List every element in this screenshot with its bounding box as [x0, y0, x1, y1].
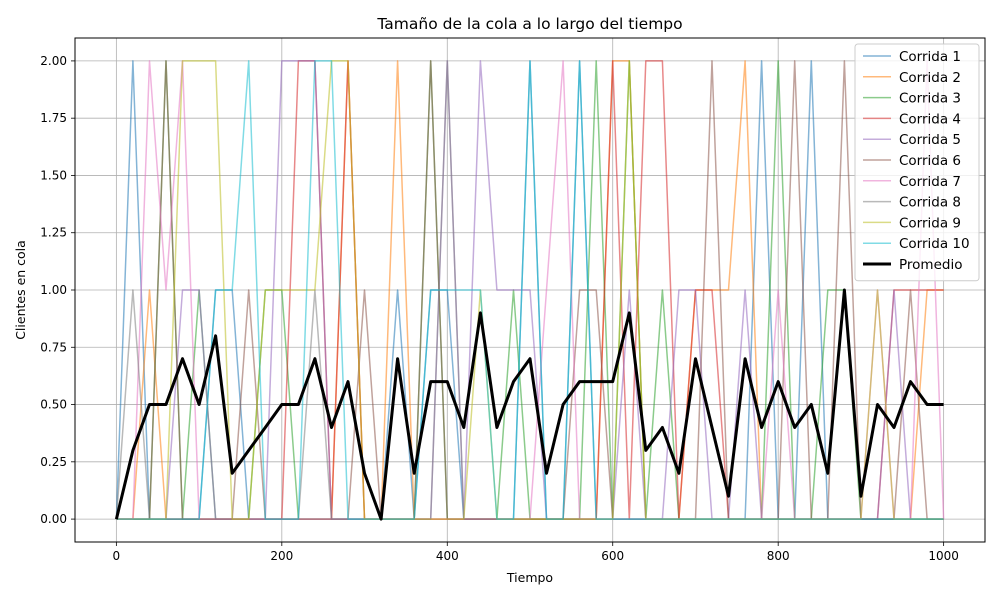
x-tick-label: 200	[270, 549, 293, 563]
chart-title: Tamaño de la cola a lo largo del tiempo	[376, 15, 682, 33]
legend-label: Corrida 2	[899, 70, 961, 86]
legend-label: Corrida 1	[899, 49, 961, 65]
series-line-11	[114, 288, 944, 521]
legend-box	[854, 43, 980, 282]
y-tick-label: 0.00	[40, 512, 67, 526]
x-axis-title: Tiempo	[506, 570, 553, 585]
y-tick-label: 1.00	[40, 283, 67, 297]
y-tick-label: 1.75	[40, 111, 67, 125]
legend-label: Corrida 7	[899, 174, 961, 190]
legend-label: Corrida 10	[899, 236, 970, 252]
legend-label: Corrida 6	[899, 153, 961, 169]
x-axis-ticks: 0 200 400 600 800 1000	[113, 542, 959, 563]
y-tick-label: 0.25	[40, 455, 67, 469]
legend-label: Corrida 4	[899, 111, 961, 127]
x-tick-label: 600	[601, 549, 624, 563]
y-tick-label: 1.25	[40, 226, 67, 240]
legend: Corrida 1 Corrida 2 Corrida 3 Corrida 4 Corr…	[854, 43, 980, 282]
y-tick-label: 0.50	[40, 398, 67, 412]
series-line-10	[116, 60, 944, 520]
y-tick-label: 2.00	[40, 54, 67, 68]
y-tick-label: 0.75	[40, 340, 67, 354]
legend-label: Corrida 9	[899, 215, 961, 231]
x-tick-label: 400	[436, 549, 459, 563]
x-tick-label: 1000	[928, 549, 959, 563]
y-tick-label: 1.50	[40, 168, 67, 182]
legend-label: Corrida 8	[899, 195, 961, 211]
legend-label: Corrida 3	[899, 91, 961, 107]
y-axis-title: Clientes en cola	[13, 240, 28, 340]
y-axis-ticks: 0.00 0.25 0.50 0.75 1.00 1.25 1.50 1.75 2.00	[40, 54, 75, 526]
x-tick-label: 800	[767, 549, 790, 563]
legend-label: Promedio	[899, 257, 962, 273]
series-lines	[114, 60, 945, 521]
x-tick-label: 0	[113, 549, 121, 563]
legend-label: Corrida 5	[899, 132, 961, 148]
